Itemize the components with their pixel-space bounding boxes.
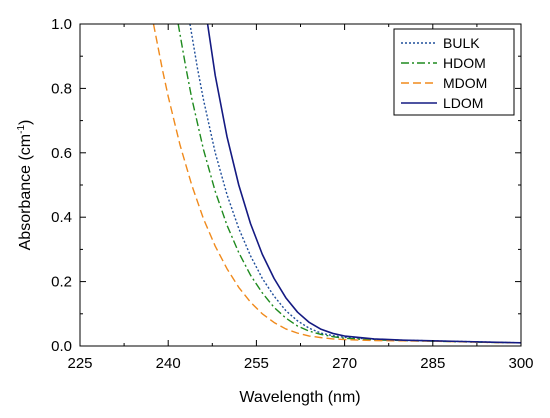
y-tick-label: 0.2: [51, 274, 72, 291]
y-tick-label: 0.0: [51, 338, 72, 355]
legend-label-ldom: LDOM: [443, 95, 483, 111]
y-axis-ticks: 0.0 0.2 0.4 0.6 0.8 1.0: [51, 16, 521, 355]
y-tick-label: 1.0: [51, 16, 72, 33]
legend-label-bulk: BULK: [443, 35, 480, 51]
x-tick-label: 270: [332, 355, 357, 372]
x-axis-ticks: 225 240 255 270 285 300: [67, 24, 534, 372]
series-line-mdom: [152, 24, 521, 344]
x-tick-label: 300: [508, 355, 533, 372]
x-tick-label: 225: [67, 355, 92, 372]
legend-label-hdom: HDOM: [443, 55, 486, 71]
y-axis-title: Absorbance (cm-1): [16, 120, 34, 251]
x-tick-label: 285: [420, 355, 445, 372]
series-line-bulk: [189, 24, 521, 344]
y-axis-title-sup: -1: [16, 125, 27, 134]
y-tick-label: 0.8: [51, 80, 72, 97]
x-tick-label: 240: [156, 355, 181, 372]
legend: BULK HDOM MDOM LDOM: [393, 28, 515, 116]
y-tick-label: 0.6: [51, 145, 72, 162]
x-axis-title: Wavelength (nm): [239, 389, 360, 406]
legend-label-mdom: MDOM: [443, 75, 487, 91]
y-axis-title-suffix: ): [17, 120, 34, 125]
x-tick-label: 255: [244, 355, 269, 372]
y-axis-title-main: Absorbance (cm: [17, 134, 34, 251]
y-tick-label: 0.4: [51, 209, 72, 226]
